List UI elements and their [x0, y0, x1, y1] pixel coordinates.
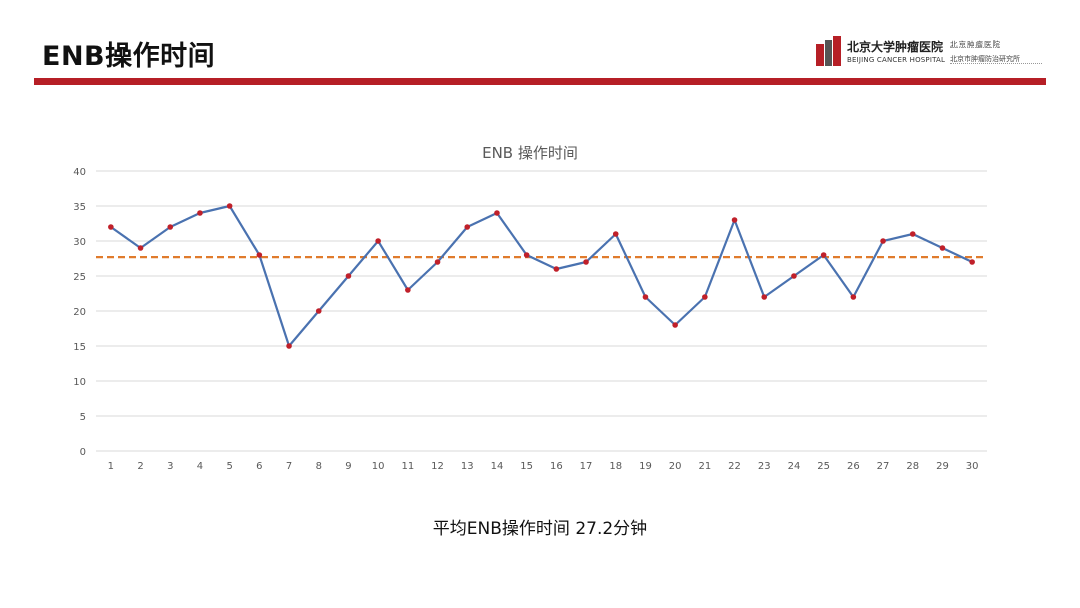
x-tick-label: 18 [609, 461, 622, 472]
y-tick-label: 10 [73, 377, 86, 388]
data-point [880, 238, 886, 244]
data-point [909, 231, 916, 237]
logo-english-name: BEIJING CANCER HOSPITAL [847, 56, 946, 64]
x-tick-label: 22 [728, 461, 741, 472]
data-point [108, 224, 114, 230]
data-point [642, 294, 649, 300]
data-point [137, 245, 144, 251]
data-point [612, 231, 619, 237]
data-point [286, 343, 292, 349]
data-point [731, 217, 738, 223]
x-tick-label: 28 [906, 461, 919, 472]
x-tick-label: 16 [550, 461, 563, 472]
x-tick-label: 6 [256, 461, 262, 472]
title-divider [34, 78, 1046, 85]
chart-title: ENB 操作时间 [482, 144, 578, 162]
x-tick-label: 21 [698, 461, 711, 472]
data-point [791, 273, 797, 279]
data-point [226, 203, 233, 209]
data-point [464, 224, 471, 230]
data-point [256, 252, 263, 258]
x-tick-label: 25 [817, 461, 830, 472]
x-tick-label: 24 [788, 461, 801, 472]
x-tick-label: 30 [966, 461, 979, 472]
x-tick-label: 29 [936, 461, 949, 472]
data-point [345, 273, 352, 279]
x-tick-label: 23 [758, 461, 771, 472]
x-tick-label: 14 [491, 461, 504, 472]
logo-secondary-name: 北京肿瘤医院 [950, 40, 1001, 49]
x-tick-label: 15 [520, 461, 533, 472]
marker-layer [108, 203, 975, 349]
y-tick-label: 30 [73, 237, 86, 248]
x-tick-label: 5 [226, 461, 232, 472]
data-point [197, 210, 203, 216]
slide-title: ENB操作时间 [42, 41, 216, 72]
logo-fine-print-2 [950, 63, 1042, 66]
data-point [523, 252, 530, 258]
data-point [494, 210, 500, 216]
y-tick-label: 5 [80, 412, 86, 423]
data-point [167, 224, 174, 230]
x-tick-label: 3 [167, 461, 173, 472]
data-point [405, 287, 411, 293]
data-point [761, 294, 768, 300]
x-tick-label: 10 [372, 461, 385, 472]
average-summary: 平均ENB操作时间 27.2分钟 [432, 519, 648, 539]
hospital-logo-icon [816, 36, 841, 66]
x-tick-label: 27 [877, 461, 890, 472]
data-point [850, 294, 857, 300]
x-tick-label: 4 [197, 461, 203, 472]
series-layer [110, 204, 973, 348]
x-tick-label: 19 [639, 461, 652, 472]
y-tick-label: 35 [73, 202, 86, 213]
data-point [553, 266, 560, 272]
data-point [702, 294, 708, 300]
logo-tertiary-name: 北京市肿瘤防治研究所 [950, 55, 1020, 63]
y-tick-label: 20 [73, 307, 86, 318]
data-point [820, 252, 827, 258]
x-tick-label: 7 [286, 461, 292, 472]
hospital-logo: 北京大学肿瘤医院 BEIJING CANCER HOSPITAL 北京肿瘤医院 … [816, 36, 1048, 70]
x-tick-label: 20 [669, 461, 682, 472]
logo-chinese-name: 北京大学肿瘤医院 [847, 40, 944, 54]
x-tick-label: 8 [316, 461, 322, 472]
data-point [969, 259, 975, 265]
grid-layer [96, 170, 987, 452]
y-tick-label: 25 [73, 272, 86, 283]
data-point [939, 245, 946, 251]
y-tick-label: 0 [80, 447, 86, 458]
x-tick-label: 26 [847, 461, 860, 472]
data-point [375, 238, 381, 244]
x-tick-label: 2 [137, 461, 143, 472]
logo-fine-print-1 [950, 47, 998, 50]
data-point [583, 259, 589, 265]
series-line [110, 204, 973, 348]
x-tick-label: 17 [580, 461, 593, 472]
data-point [434, 259, 441, 265]
x-tick-label: 13 [461, 461, 474, 472]
data-point [315, 308, 322, 314]
x-tick-label: 9 [345, 461, 351, 472]
x-tick-label: 11 [401, 461, 414, 472]
data-point [672, 322, 678, 328]
x-tick-label: 1 [108, 461, 114, 472]
x-tick-label: 12 [431, 461, 444, 472]
y-tick-label: 15 [73, 342, 86, 353]
y-tick-label: 40 [73, 167, 86, 178]
